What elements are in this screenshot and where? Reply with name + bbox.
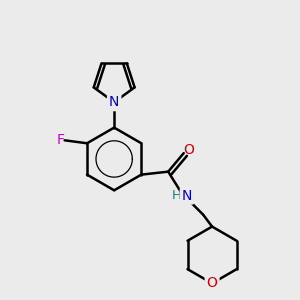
Text: O: O	[184, 143, 194, 157]
Text: H: H	[171, 189, 181, 202]
Text: F: F	[56, 133, 64, 147]
Text: N: N	[109, 95, 119, 109]
Text: O: O	[207, 276, 218, 290]
Text: N: N	[182, 188, 192, 203]
